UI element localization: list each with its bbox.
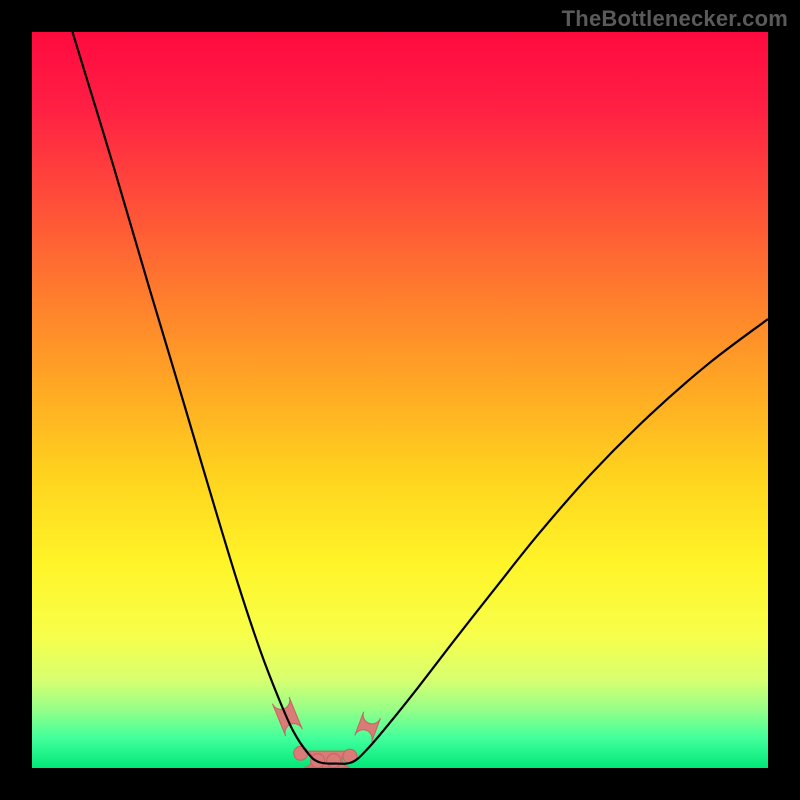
chart-plot-area — [32, 32, 768, 768]
gradient-background — [32, 32, 768, 768]
watermark-text: TheBottlenecker.com — [562, 6, 788, 32]
